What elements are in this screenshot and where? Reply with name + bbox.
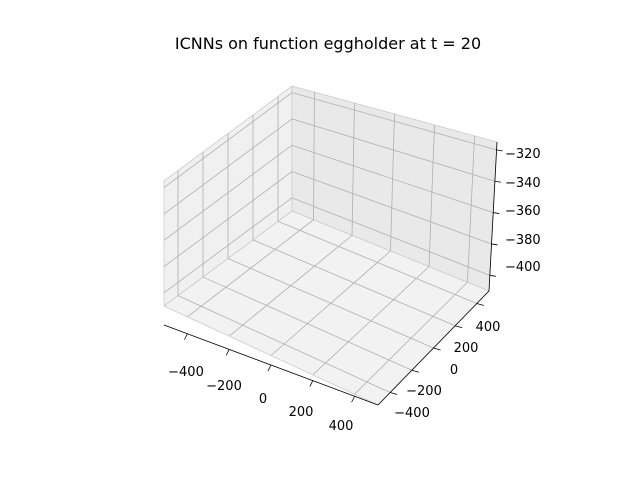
x-grid-line: [428, 124, 435, 267]
x-grid-line: [351, 103, 355, 236]
z-tick-mark: [491, 243, 498, 246]
z-grid-line: [291, 171, 492, 245]
z-tick-label: −400: [505, 260, 541, 275]
y-grid-line: [227, 258, 434, 349]
y-grid-line: [177, 295, 391, 393]
x-tick-label: 200: [289, 405, 314, 420]
z-tick-mark: [494, 180, 501, 183]
axis-ticks: [184, 149, 503, 403]
z-grid-line: [163, 197, 293, 294]
z-axis-line: [488, 141, 498, 292]
y-tick-mark: [390, 392, 398, 395]
y-tick-label: 400: [476, 320, 501, 335]
y-tick-label: 0: [450, 363, 458, 378]
x-grid-line: [313, 92, 315, 220]
z-tick-mark: [489, 274, 496, 277]
y-tick-label: 200: [454, 341, 479, 356]
y-tick-label: −200: [406, 384, 442, 399]
x-tick-mark: [351, 396, 355, 403]
x-tick-label: −200: [206, 379, 242, 394]
z-tick-label: −380: [505, 233, 541, 248]
y-tick-mark: [411, 369, 419, 373]
x-tick-mark: [267, 364, 272, 372]
x-tick-label: 0: [259, 392, 267, 407]
z-grid-line: [291, 144, 494, 213]
y-tick-mark: [476, 303, 484, 306]
x-tick-mark: [309, 380, 314, 387]
chart-title: ICNNs on function eggholder at t = 20: [175, 34, 481, 53]
x-grid-line: [467, 135, 475, 283]
y-tick-mark: [433, 347, 441, 351]
z-tick-label: −340: [505, 176, 541, 191]
z-tick-mark: [493, 212, 500, 214]
grid-lines: [163, 92, 497, 395]
z-grid-line: [163, 118, 293, 215]
x-tick-label: 400: [329, 419, 354, 434]
z-grid-line: [291, 197, 490, 276]
x-tick-label: −400: [168, 365, 204, 380]
z-grid-line: [291, 92, 497, 151]
y-tick-label: −400: [394, 406, 430, 421]
z-grid-line: [163, 144, 293, 241]
z-grid-line: [163, 171, 293, 267]
x-tick-mark: [184, 333, 188, 340]
y-grid-line: [277, 221, 478, 304]
x-tick-mark: [225, 349, 230, 356]
z-grid-line: [163, 92, 293, 188]
x-grid-line: [390, 113, 395, 252]
z-grid-line: [291, 118, 496, 182]
z-tick-label: −360: [505, 204, 541, 219]
z-tick-label: −320: [505, 147, 541, 162]
z-tick-mark: [496, 149, 503, 152]
y-tick-mark: [455, 325, 463, 329]
y-grid-line: [252, 239, 456, 327]
y-grid-line: [202, 276, 412, 371]
